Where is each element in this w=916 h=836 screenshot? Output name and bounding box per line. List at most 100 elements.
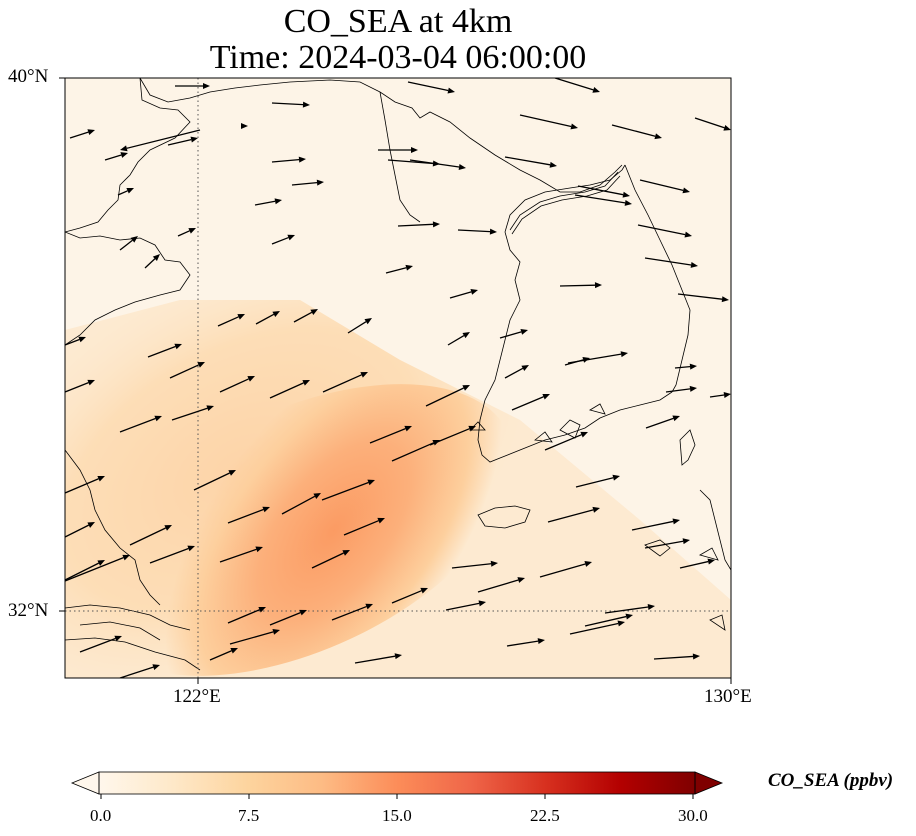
wind-vector-shaft [79,637,116,653]
wind-vector-head [174,343,182,350]
wind-vector-shaft [504,367,524,379]
wind-vector-head [298,156,306,163]
wind-vector-shaft [104,154,122,161]
cbar-label-4: 30.0 [678,806,708,825]
wind-vector-shaft [387,159,434,165]
wind-vector-shaft [554,78,594,91]
wind-vector-head [689,363,697,370]
wind-vector-shaft [709,394,725,398]
wind-vector-shaft [65,381,89,393]
colorbar [70,771,724,799]
wind-vector-shaft [227,609,260,624]
wind-vector-shaft [637,224,686,236]
wind-vector-shaft [429,428,470,446]
wind-vector-shaft [269,612,301,626]
wind-vector-shaft [343,520,379,536]
wind-vector-head [690,261,698,268]
wind-vector-head [272,628,280,635]
colorbar-gradient [99,772,695,794]
wind-vector-shaft [577,185,624,196]
wind-vector-head [299,609,307,616]
wind-vector-shaft [604,606,649,614]
wind-vector-shaft [217,316,239,327]
wind-vector-head [367,479,375,486]
wind-vector-shaft [254,200,276,206]
wind-vector-head [592,87,600,93]
wind-vector-head [130,236,138,243]
wind-vector-shaft [65,338,80,346]
wind-vector-head [458,164,466,170]
wind-vector-head [241,123,248,129]
wind-vector-head [682,187,690,194]
wind-vector-shaft [519,114,572,128]
wind-vector-head [394,653,402,660]
wind-vector-shaft [169,364,199,379]
cbar-label-1: 7.5 [238,806,260,825]
wind-vector-head [420,587,428,594]
colorbar-title: CO_SEA (ppbv) [768,770,894,791]
wind-vector-head [617,620,625,627]
wind-vector-shaft [457,229,491,233]
wind-vector-shaft [193,472,230,491]
shandong-coast [65,231,191,346]
wind-vector-shaft [679,560,709,569]
wind-vector-head [582,356,590,363]
wind-vector-shaft [144,258,156,269]
wind-vector-shaft [227,508,264,524]
wind-vector-shaft [665,388,691,393]
jiangsu-coast [65,449,161,606]
korea-west-coast [477,231,566,463]
wind-vector-head [462,332,470,339]
wind-vector-shaft [511,396,544,411]
wind-vector-head [654,133,662,140]
wind-vector-shaft [506,640,539,647]
wind-vector-shaft [575,477,614,488]
wind-vector-head [97,475,105,482]
wind-vector-shaft [391,590,422,604]
wind-vector-head [122,554,130,561]
lon-label-122e: 122°E [173,686,221,707]
wind-vector-head [411,147,418,153]
lat-label-40n: 40°N [8,66,49,87]
wind-vector-shaft [129,527,166,546]
wind-vector-head [689,385,697,392]
wind-vector-head [377,517,385,524]
wind-vector-shaft [447,335,465,346]
wind-vector-head [594,282,602,289]
wind-vector-head [247,376,255,382]
wind-vector-shaft [645,417,674,429]
wind-vector-head [365,603,373,610]
wind-vector-head [87,379,95,386]
wind-vector-shaft [644,257,692,266]
concentration-plume-core [85,384,515,676]
wind-vector-shaft [149,547,189,564]
korea-south-coast [564,391,673,436]
wind-vector-shaft [391,442,434,462]
korea-islands [469,403,606,443]
wind-vector-head [188,228,196,234]
wind-vector-head [490,560,498,567]
map-frame [64,77,732,679]
wind-vector-shaft [409,159,460,168]
wind-vector-head [468,425,476,432]
wind-vector-head [707,558,715,565]
coastlines [65,78,731,671]
wind-vector-head [521,365,529,371]
wind-vector-head [230,648,238,654]
wind-vector-head [274,198,282,205]
wind-vector-head [237,314,245,320]
wind-vector-shaft [229,631,274,645]
wind-vector-head [620,351,628,358]
wind-vector-head [316,179,324,186]
wind-vector-shaft [311,552,344,569]
wind-vector-head [404,425,412,432]
wind-vector-head [164,525,172,531]
wind-vector-head [258,606,266,613]
wind-vector-head [272,311,280,317]
wind-vector-shaft [677,293,723,300]
wind-vector-head [647,603,655,610]
wind-vector-shaft [209,650,232,661]
wind-vector-shaft [119,417,156,433]
wind-vector-shaft [639,179,684,191]
wind-vector-shaft [271,236,289,245]
